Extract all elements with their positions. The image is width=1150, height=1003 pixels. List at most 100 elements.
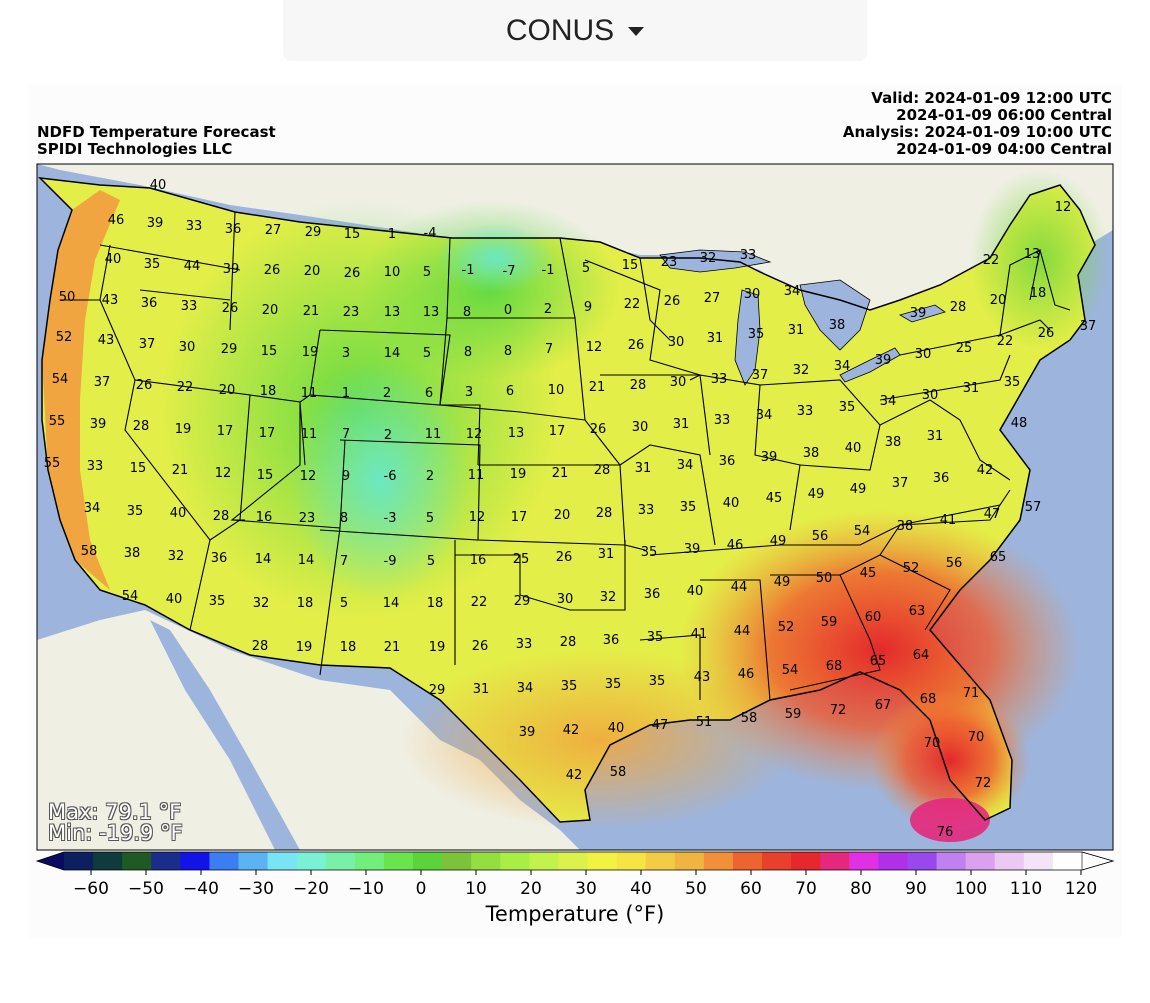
colorbar-swatch [151, 852, 181, 870]
colorbar-swatch [209, 852, 240, 870]
temperature-label: 1 [388, 227, 396, 242]
temperature-label: 5 [582, 261, 590, 276]
temperature-label: 30 [668, 335, 685, 350]
temperature-label: 38 [829, 318, 846, 333]
temperature-label: 49 [808, 487, 825, 502]
temperature-label: 8 [463, 305, 471, 320]
temperature-label: 49 [774, 575, 791, 590]
temperature-label: 26 [628, 338, 645, 353]
temperature-label: 32 [700, 251, 717, 266]
colorbar-swatch [732, 852, 763, 870]
florida-warm-zone [870, 690, 1030, 830]
temperature-label: 35 [641, 545, 658, 560]
temperature-label: 35 [127, 504, 144, 519]
temperature-label: 33 [186, 219, 203, 234]
temperature-label: 41 [940, 513, 957, 528]
colorbar-swatch [616, 852, 647, 870]
temperature-label: 26 [222, 301, 239, 316]
temperature-label: 54 [52, 372, 69, 387]
colorbar-tick-label: −60 [73, 879, 109, 899]
temperature-label: 19 [175, 422, 192, 437]
temperature-label: 55 [49, 414, 66, 429]
colorbar-swatch [122, 852, 152, 870]
temperature-label: 37 [1080, 319, 1097, 334]
temperature-label: 42 [563, 723, 580, 738]
temperature-label: 40 [105, 252, 122, 267]
temperature-label: 29 [429, 683, 446, 698]
temperature-label: 21 [303, 304, 320, 319]
colorbar-swatch [238, 852, 269, 870]
colorbar-tick-label: 90 [905, 879, 927, 899]
temperature-label: 33 [516, 637, 533, 652]
temperature-label: 35 [649, 674, 666, 689]
temperature-label: 68 [920, 692, 937, 707]
temperature-label: 37 [892, 476, 909, 491]
temperature-label: 18 [297, 596, 314, 611]
temperature-label: 28 [252, 639, 269, 654]
temperature-label: 43 [98, 333, 115, 348]
temperature-label: 12 [300, 469, 317, 484]
colorbar-outline [35, 851, 1115, 871]
temperature-label: 9 [584, 300, 592, 315]
colorbar-tick-label: −40 [183, 879, 219, 899]
temperature-label: 46 [727, 538, 744, 553]
temperature-label: 28 [133, 419, 150, 434]
temperature-label: -3 [384, 511, 397, 526]
north-dakota-coldest-zone [435, 223, 555, 293]
colorbar-tick-label: 20 [520, 879, 542, 899]
temperature-label: 43 [694, 670, 711, 685]
temperature-label: 39 [910, 306, 927, 321]
chevron-down-icon [628, 27, 645, 36]
temperature-label: 16 [470, 553, 487, 568]
temperature-label: 15 [130, 461, 147, 476]
temperature-label: 31 [473, 682, 490, 697]
temperature-label: 17 [217, 424, 234, 439]
temperature-label: 54 [854, 524, 871, 539]
temperature-label: 47 [652, 718, 669, 733]
min-value: Min: -19.9 °F [48, 821, 183, 845]
temperature-label: 19 [302, 345, 319, 360]
temperature-label: 34 [677, 458, 694, 473]
us-outline [37, 177, 1096, 823]
temperature-label: 38 [897, 519, 914, 534]
analysis-time-utc: Analysis: 2024-01-09 10:00 UTC [842, 123, 1112, 141]
valid-time-central: 2024-01-09 06:00 Central [896, 106, 1112, 124]
temperature-label: 14 [255, 552, 272, 567]
map-source: SPIDI Technologies LLC [37, 140, 233, 158]
lake-huron [799, 279, 871, 351]
temperature-label: 40 [150, 178, 167, 193]
temperature-label: 8 [340, 511, 348, 526]
temperature-label: 5 [426, 511, 434, 526]
temperature-label: 10 [384, 265, 401, 280]
temperature-label: -6 [384, 469, 397, 484]
temperature-label: 65 [870, 654, 887, 669]
temperature-label: 22 [983, 253, 1000, 268]
temperature-label: 52 [56, 330, 73, 345]
new-england-cool-zone [970, 170, 1110, 350]
temperature-label: 51 [696, 715, 713, 730]
temperature-label: 42 [566, 768, 583, 783]
temperature-label: 35 [647, 630, 664, 645]
colorbar-swatch [64, 852, 94, 870]
colorbar-tick-label: 60 [740, 879, 762, 899]
temperature-label: 65 [990, 550, 1007, 565]
colorbar-swatch [965, 852, 996, 870]
temperature-label: 33 [711, 372, 728, 387]
temperature-label: 29 [305, 225, 322, 240]
temperature-label: 40 [608, 721, 625, 736]
temperature-label: 33 [87, 459, 104, 474]
region-dropdown[interactable]: CONUS [283, 0, 867, 61]
temperature-label: 30 [915, 347, 932, 362]
temperature-label: 39 [875, 353, 892, 368]
temperature-label: 34 [84, 501, 101, 516]
temperature-label: 28 [594, 463, 611, 478]
temperature-label: 1 [342, 386, 350, 401]
temperature-label: 35 [748, 327, 765, 342]
temperature-label: 3 [342, 346, 350, 361]
temperature-label: 52 [903, 561, 920, 576]
temperature-label: 34 [834, 359, 851, 374]
colorbar-swatch [674, 852, 705, 870]
colorbar-ticks: −60 −50 −40 −30 −20 −10 0 10 20 30 40 50 60 70 80 90 100… [73, 870, 1097, 899]
temperature-label: 57 [1025, 500, 1042, 515]
temperature-label: 68 [826, 659, 843, 674]
